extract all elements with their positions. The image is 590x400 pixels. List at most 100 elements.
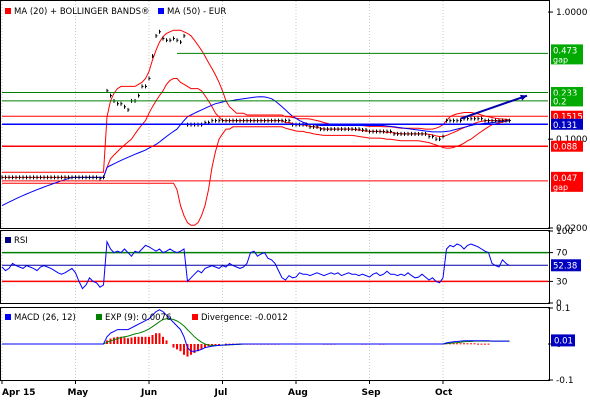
level-tag <box>551 86 583 98</box>
divergence-bar <box>200 344 203 350</box>
macd-legend-swatch <box>5 314 11 320</box>
level-tag-label: 0.088 <box>553 143 577 153</box>
level-tag-label: 0.473 <box>553 46 577 56</box>
divergence-bar <box>172 344 175 348</box>
divergence-bar <box>456 343 458 345</box>
macd-legend: MACD (26, 12) <box>14 313 76 323</box>
divergence-bar <box>123 337 126 344</box>
rsi-y-tick-label: 70 <box>556 249 568 259</box>
level-tag-label: 0.047 <box>553 174 577 184</box>
price-y-tick-label: 0.1000 <box>556 135 588 145</box>
exp-legend-swatch <box>96 314 102 320</box>
divergence-bar <box>228 343 231 345</box>
divergence-bar <box>225 343 227 345</box>
macd-current-tag <box>551 334 575 347</box>
divergence-bar <box>190 344 192 355</box>
ma50-legend-swatch <box>158 8 164 14</box>
trend-arrow <box>460 94 528 120</box>
ma20-legend-swatch <box>5 8 11 14</box>
rsi-y-tick-label: 30 <box>556 277 568 287</box>
divergence-bar <box>204 344 206 348</box>
divergence-bar <box>218 344 220 345</box>
rsi-legend: RSI <box>14 236 28 246</box>
divergence-bar <box>116 336 119 344</box>
divergence-bar <box>487 343 490 345</box>
divergence-bar <box>459 343 462 345</box>
macd-y-tick-label: 0.1 <box>556 304 570 314</box>
price-legend-ma50: MA (50) - EUR <box>167 7 226 17</box>
level-tag <box>551 110 583 122</box>
divergence-bar <box>113 337 115 344</box>
divergence-bar <box>473 343 476 345</box>
bollinger-lower-line <box>2 120 510 226</box>
level-tag-label: 0.233 <box>553 89 577 99</box>
x-tick-label: Sep <box>362 388 382 398</box>
divergence-bar <box>466 343 469 345</box>
macd-current-label: 0.01 <box>554 336 573 346</box>
trend-arrow-head <box>520 94 527 101</box>
divergence-bar <box>165 340 168 344</box>
x-tick-label: May <box>68 388 89 398</box>
divergence-bar <box>179 344 182 352</box>
level-tag <box>551 95 583 107</box>
divergence-bar <box>127 338 129 344</box>
exp-legend: EXP (9): 0.0076 <box>105 313 171 323</box>
divergence-bar <box>151 335 154 344</box>
divergence-bar <box>197 344 199 352</box>
divergence-bar <box>134 336 136 344</box>
price-legend-ma20: MA (20) + BOLLINGER BANDS® <box>14 7 150 17</box>
divergence-bar <box>176 344 178 350</box>
divergence-bar <box>484 343 486 345</box>
divergence-bar <box>155 333 157 344</box>
price-layer <box>1 29 548 226</box>
divergence-bar <box>186 344 189 357</box>
x-tick-label: Jun <box>140 388 157 398</box>
level-tag-label: 0.2 <box>553 97 567 107</box>
divergence-bar <box>162 336 164 344</box>
rsi-y-tick-label: 0 <box>556 299 562 309</box>
divergence-bar <box>463 343 465 345</box>
price-y-tick-label: 0.0200 <box>556 224 588 234</box>
x-tick-label: Jul <box>214 388 228 398</box>
divergence-bar <box>137 336 140 344</box>
divergence-bar <box>211 344 213 346</box>
x-tick-label: Oct <box>435 388 453 398</box>
macd-y-tick-label: -0.1 <box>556 376 574 386</box>
level-tag-sublabel: gap <box>553 183 568 192</box>
level-tag <box>551 140 583 152</box>
divergence-bar <box>130 337 133 344</box>
divergence-bar <box>452 343 455 345</box>
macd-layer <box>2 309 510 357</box>
divergence-bar <box>183 344 185 355</box>
rsi-panel <box>0 230 550 304</box>
divergence-legend-swatch <box>192 314 198 320</box>
bollinger-upper-line <box>2 29 510 173</box>
rsi-legend-swatch <box>5 237 11 243</box>
level-tag-label: 0.1515 <box>553 113 583 123</box>
divergence-bar <box>158 333 161 344</box>
divergence-bar <box>193 344 196 353</box>
rsi-layer <box>1 239 548 290</box>
level-tag-label: 0.131 <box>553 121 577 131</box>
level-tag-sublabel: gap <box>553 55 568 64</box>
divergence-bar <box>477 343 479 345</box>
divergence-bar <box>144 336 147 344</box>
level-tag <box>551 44 583 65</box>
macd-line <box>2 309 510 352</box>
level-tag <box>551 118 583 130</box>
divergence-bar <box>480 343 483 345</box>
x-tick-label: Apr 15 <box>2 388 36 398</box>
rsi-current-tag <box>551 259 581 272</box>
divergence-bar <box>470 343 472 345</box>
divergence-bar <box>120 336 122 344</box>
price-y-tick-label: 1.0000 <box>556 8 588 18</box>
divergence-legend: Divergence: -0.0012 <box>201 313 288 323</box>
level-tag <box>551 171 583 192</box>
x-tick-label: Aug <box>288 388 308 398</box>
rsi-y-tick-label: 100 <box>556 227 573 237</box>
rsi-line <box>1 239 510 290</box>
divergence-bar <box>148 336 150 344</box>
divergence-bar <box>141 336 143 344</box>
divergence-bar <box>214 344 217 345</box>
